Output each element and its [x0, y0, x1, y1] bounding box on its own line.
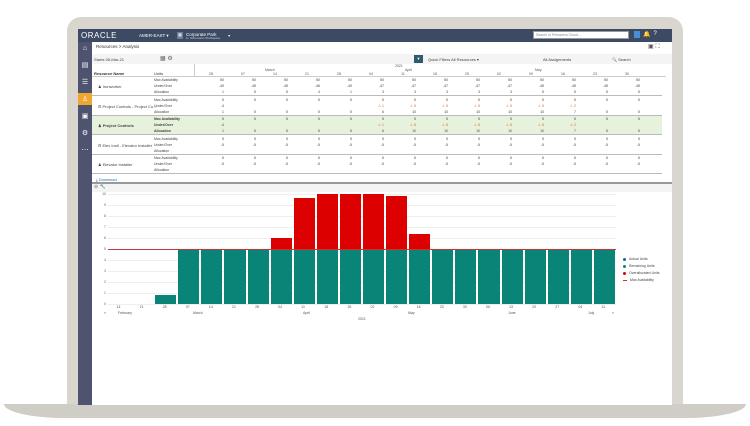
legend-item[interactable]: Remaining Units: [623, 264, 660, 268]
grid-search[interactable]: 🔍 Search: [612, 57, 631, 62]
remaining-units-bar[interactable]: [339, 249, 361, 304]
project-title: Corporate Park: [186, 31, 217, 37]
filter-button[interactable]: ▼: [414, 55, 423, 63]
overallocated-units-bar[interactable]: [339, 194, 361, 249]
project-subtitle: in: Schumann Workspace: [186, 35, 221, 40]
remaining-units-bar[interactable]: [363, 249, 385, 304]
toolbar: Starts 05-Mar-21 ▦ ⚙ ▼ Quick Filters All…: [92, 54, 672, 64]
chevron-down-icon: ▾: [228, 33, 231, 38]
more-icon[interactable]: ⋯: [81, 147, 89, 154]
project-selector[interactable]: ▦ Corporate Park in: Schumann Workspace …: [177, 32, 247, 40]
remaining-units-bar[interactable]: [178, 249, 200, 304]
table-row[interactable]: ⊟ Elev Instl - Elevator Installer Max Ava…: [92, 136, 662, 155]
table-row[interactable]: ⊟ Project Controls - Project Co... Max Av…: [92, 97, 662, 116]
remaining-units-bar[interactable]: [201, 249, 223, 304]
scroll-right-button[interactable]: »: [612, 311, 614, 315]
sidebar: ⌂ ▤ ☰ ♙ ▣ ⚙ ⋯: [78, 42, 92, 405]
settings-icon[interactable]: ⚙: [81, 130, 89, 137]
region-selector[interactable]: AMER-EAST ▾: [139, 32, 169, 38]
legend-item[interactable]: Overallocated Units: [623, 271, 660, 275]
overallocated-units-bar[interactable]: [409, 233, 431, 249]
settings-wrench-icon[interactable]: 🔧: [99, 184, 106, 190]
top-bar: ORACLE AMER-EAST ▾ ▦ Corporate Park in: …: [78, 29, 672, 42]
legend-item[interactable]: Actual Units: [623, 257, 660, 261]
home-icon[interactable]: ⌂: [82, 44, 88, 52]
breadcrumb: Resources > Analysis: [96, 44, 140, 49]
reports-icon[interactable]: ▤: [81, 62, 89, 69]
resource-name: ⊟ Elev Instl - Elevator Installer: [98, 142, 153, 148]
legend-item[interactable]: Max Availability: [623, 278, 660, 282]
max-availability-line: [108, 249, 616, 250]
overallocated-units-bar[interactable]: [363, 194, 385, 249]
remaining-units-bar[interactable]: [570, 249, 592, 304]
resources-icon[interactable]: ♙: [78, 93, 92, 105]
overallocated-units-bar[interactable]: [386, 196, 408, 249]
remaining-units-bar[interactable]: [478, 249, 500, 304]
table-row[interactable]: ♟ Ironworker Max Availability Under/Over Al…: [92, 77, 662, 96]
remaining-units-bar[interactable]: [524, 249, 546, 304]
layout-icons[interactable]: ▣ ⛶: [648, 44, 660, 50]
chart-toolbar: ⊖ 🔧: [92, 184, 672, 192]
pane-splitter[interactable]: [92, 182, 672, 184]
resource-grid: ♟ Ironworker Max Availability Under/Over Al…: [92, 77, 672, 176]
remaining-units-bar[interactable]: [247, 249, 269, 304]
remaining-units-bar[interactable]: [409, 249, 431, 304]
laptop-base: [4, 404, 746, 418]
breadcrumb-current: Analysis: [122, 44, 140, 49]
grid-header: Resource Name Units 2021 March April May…: [92, 64, 666, 77]
tasks-icon[interactable]: ☰: [81, 79, 89, 86]
global-search-input[interactable]: Search in Primavera Cloud...: [533, 31, 629, 39]
overallocated-units-bar[interactable]: [270, 238, 292, 249]
calendar-icon[interactable]: ▦ ⚙: [160, 56, 173, 62]
zoom-out-icon[interactable]: ⊖: [94, 184, 99, 190]
remaining-units-bar[interactable]: [501, 249, 523, 304]
remaining-units-bar[interactable]: [386, 249, 408, 304]
app-screen: ORACLE AMER-EAST ▾ ▦ Corporate Park in: …: [78, 29, 672, 405]
remaining-units-bar[interactable]: [224, 249, 246, 304]
resource-name: ♟ Ironworker: [98, 84, 122, 89]
col-resource-name[interactable]: Resource Name: [94, 71, 125, 76]
chart-legend: Actual Units Remaining Units Overallocated…: [623, 257, 660, 285]
resource-name: ⊟ Project Controls - Project Co...: [98, 103, 157, 109]
resource-name: ♟ Project Controls: [98, 123, 134, 128]
remaining-units-bar[interactable]: [593, 249, 615, 304]
download-link[interactable]: ⤓ Download: [96, 177, 117, 182]
scroll-left-button[interactable]: «: [104, 311, 106, 315]
overallocated-units-bar[interactable]: [316, 194, 338, 249]
help-icon[interactable]: ?: [653, 31, 657, 37]
timescale-header: 2021 March April May 28 07 14 21 28 04 1…: [209, 64, 629, 76]
oracle-logo: ORACLE: [81, 31, 117, 40]
resources-filter[interactable]: All Resources: [451, 57, 476, 62]
resource-histogram: 0 1 2 3 4 5 6 7 8 9 10: [102, 192, 616, 306]
remaining-units-bar[interactable]: [316, 249, 338, 304]
building-icon: ▦: [177, 32, 183, 39]
remaining-units-bar[interactable]: [270, 249, 292, 304]
overallocated-units-bar[interactable]: [293, 198, 315, 249]
start-date[interactable]: 05-Mar-21: [105, 57, 125, 62]
remaining-units-bar[interactable]: [155, 295, 177, 304]
table-row[interactable]: ♟ Elevator Installer Max Availability Unde…: [92, 155, 662, 174]
assignments-filter[interactable]: All Assignments: [543, 57, 572, 62]
col-units[interactable]: Units: [154, 71, 164, 76]
user-avatar[interactable]: [634, 31, 640, 38]
resource-name: ♟ Elevator Installer: [98, 162, 133, 167]
remaining-units-bar[interactable]: [547, 249, 569, 304]
breadcrumb-resources[interactable]: Resources: [96, 44, 118, 49]
dashboard-icon[interactable]: ▣: [81, 113, 89, 120]
remaining-units-bar[interactable]: [455, 249, 477, 304]
remaining-units-bar[interactable]: [432, 249, 454, 304]
remaining-units-bar[interactable]: [293, 249, 315, 304]
notifications-icon[interactable]: 🔔: [643, 32, 651, 38]
table-row[interactable]: ♟ Project Controls Max Availability Under/…: [92, 116, 662, 135]
